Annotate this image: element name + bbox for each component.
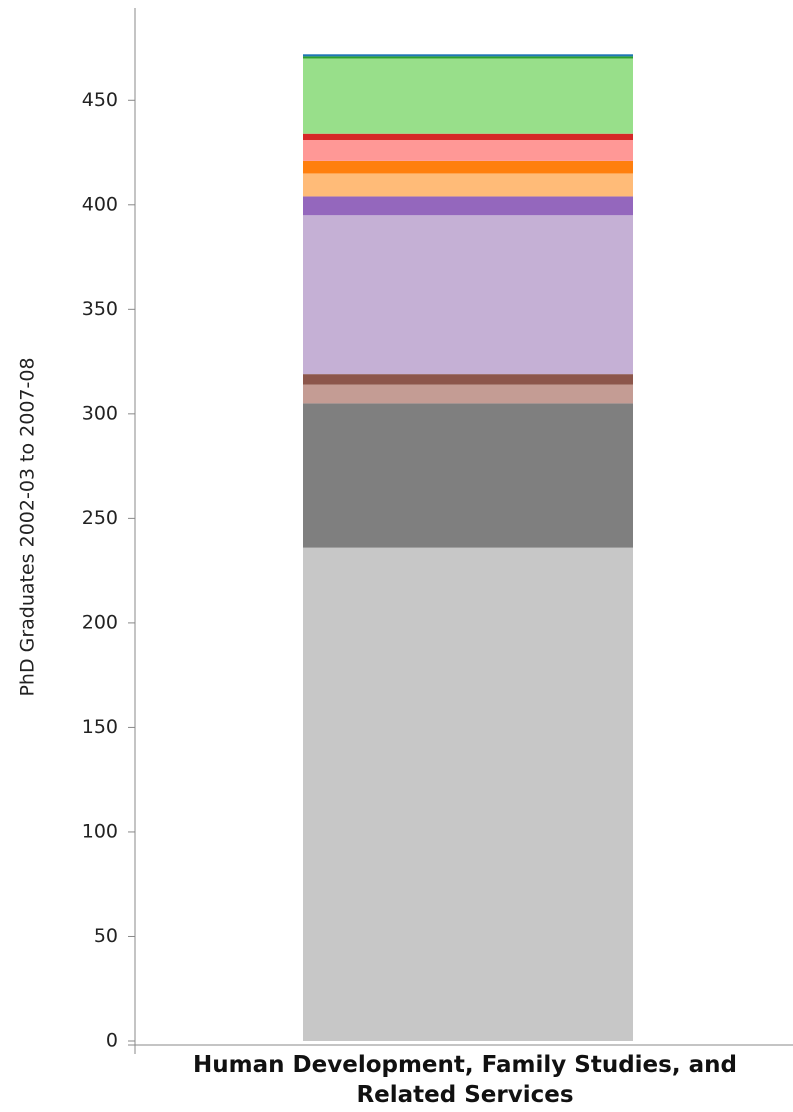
bar-segment-2 bbox=[303, 403, 633, 548]
y-tick-label: 450 bbox=[82, 89, 118, 111]
y-axis-title: PhD Graduates 2002-03 to 2007-08 bbox=[17, 357, 39, 696]
bar-segment-3 bbox=[303, 384, 633, 404]
y-tick-label: 400 bbox=[82, 193, 118, 215]
y-tick-label: 200 bbox=[82, 611, 118, 633]
bar-segment-13 bbox=[303, 54, 633, 57]
bar-segment-6 bbox=[303, 196, 633, 216]
y-tick-label: 50 bbox=[94, 925, 118, 947]
bar-segment-10 bbox=[303, 133, 633, 140]
y-tick-label: 0 bbox=[106, 1030, 118, 1052]
bar-segment-5 bbox=[303, 215, 633, 375]
y-tick-label: 100 bbox=[82, 820, 118, 842]
bar-segment-11 bbox=[303, 58, 633, 134]
bar-segment-8 bbox=[303, 160, 633, 174]
bar-segments bbox=[303, 54, 633, 1041]
y-tick-label: 150 bbox=[82, 716, 118, 738]
bar-segment-7 bbox=[303, 173, 633, 197]
y-tick-label: 350 bbox=[82, 298, 118, 320]
y-axis-ticks: 0 50 100 150 200 250 300 350 400 450 bbox=[82, 89, 135, 1052]
x-category-label: Human Development, Family Studies, and R… bbox=[193, 1052, 737, 1108]
bar-segment-12 bbox=[303, 56, 633, 59]
y-tick-label: 250 bbox=[82, 507, 118, 529]
y-tick-label: 300 bbox=[82, 402, 118, 424]
bar-segment-1 bbox=[303, 547, 633, 1041]
bar-segment-9 bbox=[303, 139, 633, 161]
bar-segment-4 bbox=[303, 374, 633, 385]
